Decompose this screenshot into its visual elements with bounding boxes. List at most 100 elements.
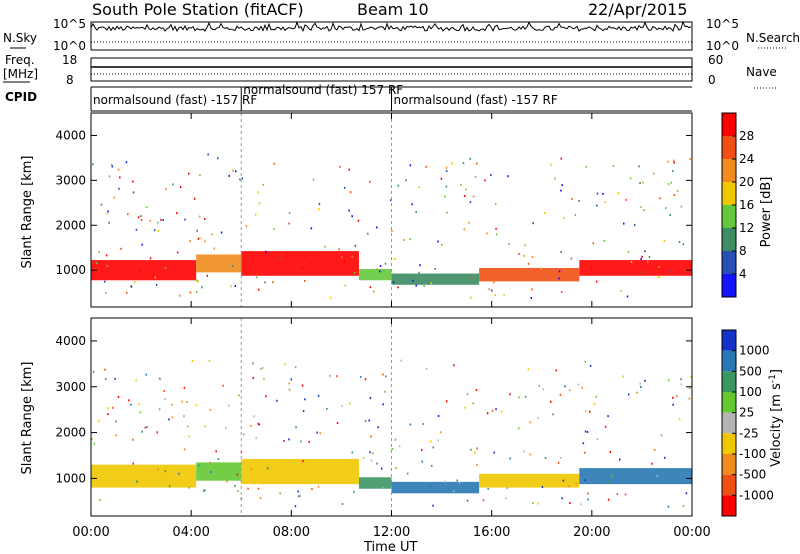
echo-scatter-pixel bbox=[158, 408, 161, 411]
echo-scatter-pixel bbox=[561, 184, 563, 187]
echo-scatter-pixel bbox=[673, 194, 676, 196]
echo-scatter-pixel bbox=[665, 207, 667, 210]
echo-scatter-pixel bbox=[668, 270, 671, 273]
echo-scatter-pixel bbox=[119, 176, 121, 179]
echo-scatter-pixel bbox=[581, 386, 583, 389]
echo-scatter-pixel bbox=[188, 486, 190, 489]
echo-scatter-pixel bbox=[276, 399, 278, 402]
echo-scatter-pixel bbox=[560, 157, 562, 160]
echo-scatter-pixel bbox=[370, 435, 372, 438]
echo-scatter-pixel bbox=[593, 403, 596, 406]
echo-band bbox=[391, 273, 480, 285]
echo-scatter-pixel bbox=[680, 378, 682, 381]
echo-scatter-pixel bbox=[469, 201, 472, 204]
echo-scatter-pixel bbox=[421, 449, 423, 452]
freq-label-line1: Freq. bbox=[5, 53, 35, 67]
echo-scatter-pixel bbox=[92, 370, 95, 373]
echo-scatter-pixel bbox=[117, 396, 120, 399]
echo-scatter-pixel bbox=[238, 394, 240, 397]
velocity-colorbar: 1000 500 100 25 -25 -100 -500 -1000 bbox=[721, 329, 774, 517]
echo-scatter-pixel bbox=[405, 179, 407, 182]
echo-scatter-pixel bbox=[183, 415, 185, 418]
echo-scatter-pixel bbox=[508, 243, 510, 246]
echo-scatter-pixel bbox=[362, 457, 365, 459]
echo-scatter-pixel bbox=[685, 492, 688, 495]
x-tick-label: 00:00 bbox=[72, 525, 109, 540]
cpid-strip: CPID normalsound (fast) -157 RFnormalsou… bbox=[5, 83, 692, 112]
velocity-data bbox=[91, 318, 692, 516]
echo-scatter-pixel bbox=[465, 188, 467, 191]
echo-scatter-pixel bbox=[198, 464, 200, 467]
echo-scatter-pixel bbox=[107, 210, 109, 213]
echo-scatter-pixel bbox=[554, 177, 556, 180]
echo-scatter-pixel bbox=[106, 212, 108, 215]
echo-scatter-pixel bbox=[582, 442, 585, 445]
echo-scatter-pixel bbox=[144, 426, 146, 429]
echo-scatter-pixel bbox=[678, 240, 681, 243]
echo-scatter-pixel bbox=[319, 432, 321, 435]
echo-scatter-pixel bbox=[186, 425, 189, 428]
echo-scatter-pixel bbox=[463, 228, 466, 231]
echo-scatter-pixel bbox=[395, 467, 397, 470]
echo-scatter-pixel bbox=[627, 250, 630, 253]
echo-scatter-pixel bbox=[250, 468, 252, 471]
echo-scatter-pixel bbox=[149, 257, 152, 260]
echo-scatter-pixel bbox=[385, 375, 387, 378]
echo-scatter-pixel bbox=[105, 254, 108, 257]
echo-scatter-pixel bbox=[474, 175, 477, 178]
echo-scatter-pixel bbox=[538, 384, 540, 387]
echo-scatter-pixel bbox=[368, 419, 370, 422]
echo-scatter-pixel bbox=[397, 286, 399, 289]
echo-scatter-pixel bbox=[557, 461, 560, 464]
echo-scatter-pixel bbox=[625, 198, 627, 201]
echo-scatter-pixel bbox=[469, 157, 472, 160]
date-label: 22/Apr/2015 bbox=[588, 0, 688, 19]
echo-scatter-pixel bbox=[612, 165, 615, 167]
echo-scatter-pixel bbox=[643, 209, 645, 212]
echo-scatter-pixel bbox=[537, 416, 539, 419]
echo-scatter-pixel bbox=[590, 266, 593, 269]
echo-scatter-pixel bbox=[225, 426, 227, 429]
echo-scatter-pixel bbox=[157, 468, 159, 471]
echo-scatter-pixel bbox=[217, 157, 219, 160]
colorbar-tick-label: 12 bbox=[739, 221, 754, 235]
echo-scatter-pixel bbox=[369, 451, 371, 454]
echo-scatter-pixel bbox=[138, 403, 140, 406]
echo-scatter-pixel bbox=[273, 227, 275, 230]
echo-scatter-pixel bbox=[204, 217, 206, 220]
echo-scatter-pixel bbox=[136, 480, 138, 483]
echo-scatter-pixel bbox=[369, 396, 372, 399]
echo-scatter-pixel bbox=[604, 200, 606, 203]
echo-scatter-pixel bbox=[444, 195, 446, 198]
echo-scatter-pixel bbox=[446, 211, 448, 214]
echo-band bbox=[579, 260, 692, 276]
echo-band bbox=[241, 251, 359, 276]
echo-scatter-pixel bbox=[503, 294, 505, 297]
echo-scatter-pixel bbox=[308, 440, 310, 443]
echo-scatter-pixel bbox=[484, 179, 486, 182]
colorbar-segment bbox=[722, 274, 736, 297]
echo-scatter-pixel bbox=[501, 410, 503, 413]
echo-scatter-pixel bbox=[157, 221, 159, 224]
echo-scatter-pixel bbox=[400, 359, 402, 362]
echo-scatter-pixel bbox=[376, 226, 378, 229]
echo-scatter-pixel bbox=[389, 199, 392, 202]
echo-scatter-pixel bbox=[369, 286, 372, 289]
echo-scatter-pixel bbox=[432, 446, 434, 449]
echo-scatter-pixel bbox=[584, 479, 586, 482]
echo-scatter-pixel bbox=[563, 217, 565, 220]
echo-scatter-pixel bbox=[673, 161, 675, 164]
colorbar-segment bbox=[722, 412, 736, 434]
echo-scatter-pixel bbox=[398, 445, 401, 448]
echo-scatter-pixel bbox=[584, 451, 586, 454]
echo-scatter-pixel bbox=[189, 291, 192, 294]
echo-scatter-pixel bbox=[619, 458, 621, 461]
echo-scatter-pixel bbox=[490, 174, 492, 176]
echo-scatter-pixel bbox=[527, 262, 530, 265]
echo-scatter-pixel bbox=[172, 183, 174, 186]
echo-scatter-pixel bbox=[656, 475, 658, 478]
echo-scatter-pixel bbox=[641, 255, 643, 258]
echo-band bbox=[479, 473, 580, 488]
x-tick-label: 04:00 bbox=[172, 525, 209, 540]
echo-scatter-pixel bbox=[470, 448, 472, 451]
